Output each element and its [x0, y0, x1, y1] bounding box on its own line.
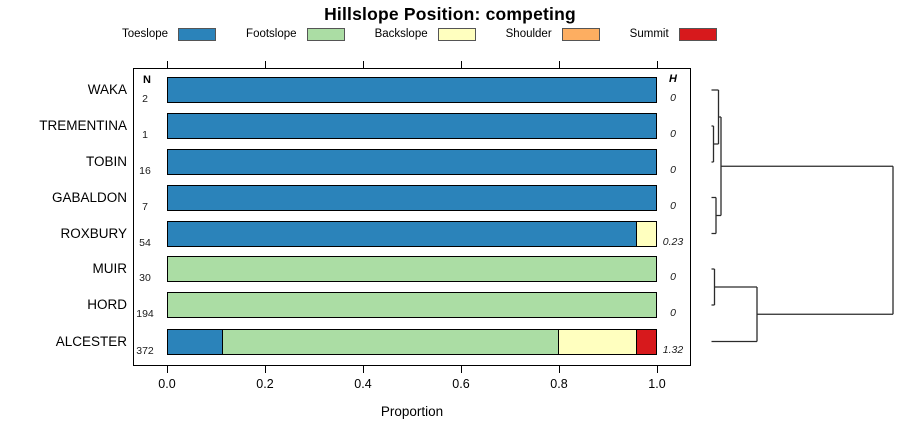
h-value: 1.32 [662, 343, 684, 356]
legend-item-shoulder: Shoulder [506, 27, 600, 41]
row-label-trementina: TREMENTINA [39, 118, 127, 133]
row-label-muir: MUIR [92, 261, 128, 276]
bar-muir [167, 256, 657, 282]
h-value: 0 [670, 128, 676, 140]
legend-item-backslope: Backslope [375, 27, 476, 41]
x-tick-label: 0.0 [158, 377, 176, 391]
h-value: 0 [670, 307, 676, 319]
bar-segment-toeslope [168, 221, 637, 246]
bar-segment-summit [636, 329, 656, 354]
n-value: 2 [142, 93, 148, 105]
n-value: 16 [139, 165, 151, 177]
x-tick-bottom [558, 366, 560, 373]
bar-alcester [167, 328, 657, 355]
legend-swatch-toeslope [178, 27, 217, 41]
x-tick-top [264, 61, 266, 68]
x-tick-bottom [362, 366, 364, 373]
n-value: 194 [136, 308, 154, 320]
x-tick-bottom [166, 366, 168, 373]
bar-roxbury [167, 220, 657, 247]
bar-trementina [167, 113, 657, 139]
x-tick-top [460, 61, 462, 68]
n-column-header: N [143, 74, 151, 86]
legend-label: Summit [629, 28, 669, 40]
bar-segment-backslope [636, 221, 656, 246]
bar-segment-toeslope [168, 185, 656, 210]
plot-area [133, 68, 691, 366]
x-tick-label: 1.0 [648, 377, 666, 391]
n-value: 30 [139, 272, 151, 284]
bar-segment-toeslope [168, 150, 656, 174]
h-value: 0 [670, 199, 676, 212]
row-label-gabaldon: GABALDON [51, 189, 127, 205]
bar-waka [167, 77, 657, 103]
legend: Toeslope Footslope Backslope Shoulder Summit [122, 27, 717, 41]
row-label-waka: WAKA [87, 82, 127, 97]
h-value: 0 [670, 164, 676, 176]
row-label-hord: HORD [87, 297, 127, 312]
n-value: 54 [139, 236, 151, 249]
x-tick-bottom [656, 366, 658, 373]
row-label-roxbury: ROXBURY [60, 225, 127, 241]
legend-label: Footslope [246, 28, 297, 40]
n-value: 1 [142, 129, 148, 141]
x-tick-bottom [264, 366, 266, 373]
x-tick-top [656, 61, 658, 68]
bar-segment-footslope [168, 293, 656, 317]
n-value: 372 [136, 344, 154, 357]
row-label-tobin: TOBIN [85, 154, 127, 169]
bar-segment-backslope [558, 329, 637, 354]
legend-label: Toeslope [122, 28, 169, 40]
row-label-alcester: ALCESTER [55, 333, 127, 349]
chart-title: Hillslope Position: competing [324, 4, 576, 24]
h-value: 0 [670, 92, 676, 104]
bar-hord [167, 292, 657, 318]
dendrogram-links [711, 89, 894, 343]
x-tick-bottom [460, 366, 462, 373]
legend-swatch-shoulder [561, 27, 600, 41]
h-column-header: H [669, 73, 677, 85]
x-tick-label: 0.4 [354, 377, 372, 391]
x-tick-label: 0.2 [256, 377, 274, 391]
bar-segment-toeslope [168, 329, 222, 354]
x-tick-top [166, 61, 168, 68]
x-tick-top [558, 61, 560, 68]
bar-segment-footslope [168, 257, 656, 281]
legend-label: Backslope [374, 28, 428, 40]
x-tick-label: 0.8 [550, 377, 568, 391]
legend-swatch-summit [678, 27, 717, 41]
x-tick-top [362, 61, 364, 68]
bar-gabaldon [167, 184, 657, 211]
legend-swatch-footslope [306, 27, 345, 41]
x-axis-label: Proportion [380, 404, 444, 419]
h-value: 0 [670, 271, 676, 283]
bar-tobin [167, 149, 657, 175]
bar-segment-toeslope [168, 78, 656, 102]
bar-segment-footslope [221, 329, 559, 354]
bar-segment-toeslope [168, 114, 656, 138]
x-tick-label: 0.6 [452, 377, 470, 391]
legend-item-toeslope: Toeslope [122, 27, 217, 41]
n-value: 7 [142, 200, 148, 213]
legend-swatch-backslope [437, 27, 476, 41]
h-value: 0.23 [662, 235, 684, 248]
legend-label: Shoulder [505, 28, 552, 40]
legend-item-summit: Summit [630, 27, 717, 41]
legend-item-footslope: Footslope [246, 27, 345, 41]
